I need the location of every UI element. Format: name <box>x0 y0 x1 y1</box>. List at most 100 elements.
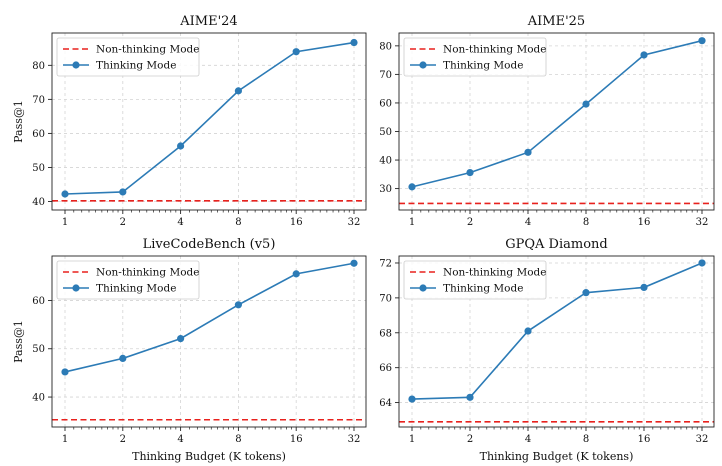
legend-series-label: Thinking Mode <box>96 283 176 295</box>
y-tick-label: 60 <box>379 98 392 109</box>
data-point <box>234 301 242 309</box>
y-axis-label: Pass@1 <box>12 320 25 363</box>
data-point <box>466 393 474 401</box>
x-tick-label: 8 <box>235 434 241 445</box>
chart-panel-3: 1 2 4 8 16 32 40 50 60 LiveCodeBench (v5) Pass@1 Th… <box>12 237 367 463</box>
y-tick-label: 68 <box>379 328 392 339</box>
legend: Non-thinking Mode Thinking Mode <box>56 260 200 300</box>
chart-title: AIME'24 <box>179 14 237 29</box>
y-tick-label: 40 <box>379 156 392 167</box>
legend-series-label: Thinking Mode <box>96 60 176 72</box>
y-tick-label: 70 <box>32 95 45 106</box>
axes-frame <box>51 255 367 428</box>
x-tick-label: 16 <box>290 217 303 228</box>
legend-baseline-label: Non-thinking Mode <box>443 267 546 279</box>
y-tick-label: 70 <box>379 293 392 304</box>
x-tick-label: 4 <box>525 434 531 445</box>
y-tick-label: 80 <box>32 61 45 72</box>
data-point <box>640 283 648 292</box>
y-tick-label: 40 <box>32 197 45 208</box>
chart-panel-2: 1 2 4 8 16 32 30 40 50 60 70 80 AIME'25 Non-thinking … <box>379 14 715 228</box>
legend: Non-thinking Mode Thinking Mode <box>403 260 547 300</box>
y-tick-label: 50 <box>32 163 45 174</box>
x-tick-label: 32 <box>696 434 709 445</box>
y-tick-label: 70 <box>379 70 392 81</box>
x-tick-label: 2 <box>120 434 126 445</box>
x-tick-label: 8 <box>583 217 589 228</box>
data-point <box>177 142 185 150</box>
y-tick-label: 66 <box>379 363 392 374</box>
x-axis-label: Thinking Budget (K tokens) <box>132 450 286 463</box>
x-tick-label: 1 <box>62 434 68 445</box>
data-point <box>292 48 300 56</box>
data-point <box>234 87 242 95</box>
legend-series-marker <box>419 61 427 69</box>
y-tick-label: 40 <box>32 393 45 404</box>
y-tick-label: 60 <box>32 296 45 307</box>
chart-panel-1: 1 2 4 8 16 32 40 50 60 70 80 AIME'24 Pass@1 Non-think… <box>12 14 367 228</box>
x-tick-label: 4 <box>525 217 531 228</box>
chart-title: LiveCodeBench (v5) <box>143 237 276 252</box>
x-tick-label: 1 <box>62 217 68 228</box>
y-axis-label: Pass@1 <box>12 100 25 143</box>
legend-baseline-label: Non-thinking Mode <box>443 44 546 56</box>
legend-box <box>56 260 200 300</box>
data-point <box>698 259 706 267</box>
chart-panel-4: 1 2 4 8 16 32 64 66 68 70 72 GPQA Diamond Thinking B… <box>379 237 715 463</box>
data-point <box>119 354 127 363</box>
x-axis-label: Thinking Budget (K tokens) <box>480 450 634 463</box>
x-tick-label: 1 <box>409 434 415 445</box>
x-tick-label: 32 <box>696 217 709 228</box>
x-tick-label: 2 <box>467 217 473 228</box>
data-point <box>292 270 300 278</box>
series-line <box>411 262 703 400</box>
data-point <box>61 190 69 198</box>
data-point <box>119 188 127 196</box>
legend-baseline-label: Non-thinking Mode <box>96 44 199 56</box>
x-tick-label: 32 <box>348 217 361 228</box>
y-tick-label: 80 <box>379 41 392 52</box>
y-tick-label: 64 <box>379 398 392 409</box>
y-tick-label: 30 <box>379 184 392 195</box>
legend-series-label: Thinking Mode <box>443 283 523 295</box>
data-point <box>524 327 532 335</box>
data-point <box>698 37 706 45</box>
x-tick-label: 2 <box>467 434 473 445</box>
series-line <box>64 262 355 373</box>
y-tick-label: 72 <box>379 258 392 269</box>
data-point <box>408 395 416 403</box>
data-point <box>61 368 69 376</box>
x-tick-label: 16 <box>638 217 651 228</box>
legend-box <box>56 37 200 77</box>
x-tick-label: 1 <box>409 217 415 228</box>
legend-series-marker <box>72 284 80 292</box>
data-point <box>408 183 416 191</box>
legend: Non-thinking Mode Thinking Mode <box>403 37 547 77</box>
series-line <box>64 41 355 195</box>
y-tick-label: 60 <box>32 129 45 140</box>
x-tick-label: 32 <box>348 434 361 445</box>
x-tick-label: 8 <box>235 217 241 228</box>
chart-title: GPQA Diamond <box>505 237 608 252</box>
x-tick-label: 8 <box>583 434 589 445</box>
x-tick-label: 2 <box>120 217 126 228</box>
data-point <box>350 38 358 47</box>
legend-series-marker <box>72 61 80 69</box>
y-tick-label: 50 <box>32 344 45 355</box>
legend: Non-thinking Mode Thinking Mode <box>56 37 200 77</box>
series-line <box>411 39 703 188</box>
data-point <box>582 100 590 108</box>
x-tick-label: 16 <box>638 434 651 445</box>
axes-frame <box>51 32 367 211</box>
data-point <box>524 148 532 156</box>
chart-title: AIME'25 <box>527 14 585 29</box>
legend-box <box>403 260 547 300</box>
x-tick-label: 4 <box>177 217 183 228</box>
x-tick-label: 16 <box>290 434 303 445</box>
data-point <box>582 289 590 297</box>
legend-box <box>403 37 547 77</box>
data-point <box>466 169 474 177</box>
y-tick-label: 50 <box>379 127 392 138</box>
legend-baseline-label: Non-thinking Mode <box>96 267 199 279</box>
